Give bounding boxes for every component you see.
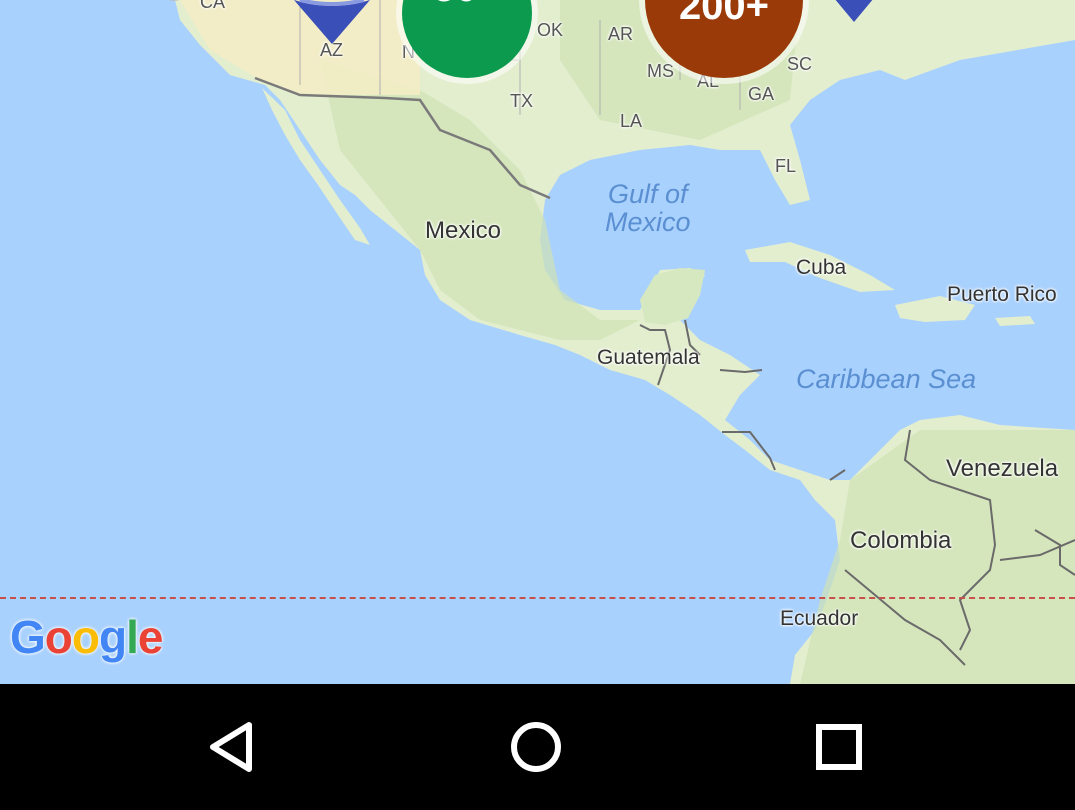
system-navigation-bar	[0, 684, 1075, 810]
map-pin-marker-west[interactable]	[160, 0, 188, 4]
logo-letter-o1: o	[44, 611, 73, 663]
nav-recents-button[interactable]	[784, 704, 894, 790]
country-label-cuba: Cuba	[796, 256, 847, 279]
state-label-tx: TX	[510, 91, 534, 111]
baja-california	[262, 88, 370, 245]
state-label-ms: MS	[647, 61, 674, 81]
map-pin-marker-az[interactable]	[290, 0, 374, 46]
gulf-of-mexico-label: Gulf of Mexico	[605, 180, 691, 236]
state-label-ok: OK	[537, 20, 564, 40]
equator-line	[0, 597, 1075, 599]
green-region	[320, 60, 640, 340]
map-geography	[0, 0, 1075, 684]
us-mexico-border	[254, 76, 551, 200]
puerto-rico-land	[995, 316, 1035, 326]
south-america-green	[800, 430, 1075, 684]
recents-icon	[816, 724, 862, 770]
map-view[interactable]: CA AZ N OK AR TX MS AL SC GA LA FL Gulf …	[0, 0, 1075, 684]
state-label-az: AZ	[320, 40, 344, 60]
country-label-ecuador: Ecuador	[780, 607, 859, 630]
state-label-la: LA	[620, 111, 643, 131]
logo-letter-g1: G	[10, 611, 46, 663]
hispaniola-land	[895, 296, 975, 322]
logo-letter-o2: o	[71, 611, 100, 663]
gulf-label-line2: Mexico	[605, 207, 691, 237]
google-attribution-logo: Google	[10, 610, 164, 664]
logo-letter-l: l	[126, 611, 139, 663]
state-label-sc: SC	[787, 54, 813, 74]
south-america-borders	[844, 429, 1075, 666]
state-label-ga: GA	[748, 84, 775, 104]
country-label-colombia: Colombia	[850, 527, 952, 554]
yucatan	[640, 268, 705, 325]
state-label-ar: AR	[608, 24, 634, 44]
home-icon	[511, 722, 561, 772]
country-label-mexico: Mexico	[425, 217, 502, 244]
logo-letter-e: e	[137, 611, 164, 663]
country-label-puerto-rico: Puerto Rico	[947, 283, 1057, 306]
cluster-count-brown: 200+	[678, 0, 770, 28]
back-icon	[210, 722, 252, 772]
nav-back-button[interactable]	[178, 704, 288, 790]
logo-letter-g2: g	[99, 611, 127, 663]
state-label-ca: CA	[200, 0, 226, 12]
gulf-label-line1: Gulf of	[607, 179, 688, 209]
nav-home-button[interactable]	[481, 704, 591, 790]
central-america-borders	[639, 319, 846, 481]
country-label-guatemala: Guatemala	[597, 346, 700, 369]
cuba-land	[745, 242, 895, 292]
cluster-count-green: 50+	[433, 0, 501, 11]
map-pin-marker-east[interactable]	[832, 0, 876, 24]
caribbean-sea-label: Caribbean Sea	[796, 364, 977, 394]
country-label-venezuela: Venezuela	[946, 455, 1059, 482]
state-label-fl: FL	[775, 156, 797, 176]
